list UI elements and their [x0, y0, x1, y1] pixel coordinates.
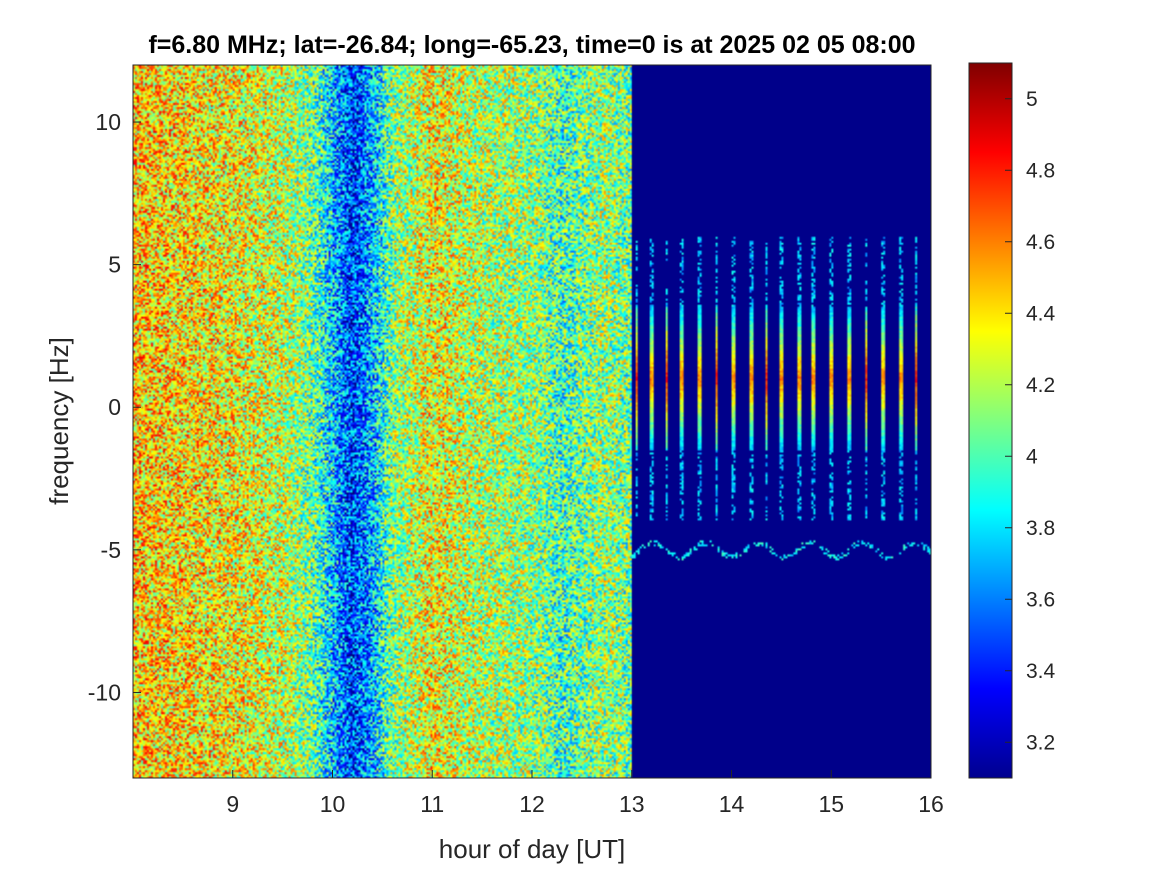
- y-tick-label: -5: [101, 537, 121, 563]
- x-tick-label: 16: [918, 791, 944, 817]
- colorbar-tick-label: 4.8: [1026, 159, 1055, 182]
- colorbar-tick-label: 3.4: [1026, 660, 1056, 683]
- colorbar: 3.2 3.4 3.6 3.8 4 4.2 4.4 4.6 4.8 5: [968, 62, 1056, 779]
- x-tick-label: 11: [420, 791, 444, 817]
- y-tick-label: -10: [88, 679, 121, 705]
- colorbar-tick-label: 3.6: [1026, 588, 1055, 611]
- x-tick-label: 15: [818, 791, 844, 817]
- colorbar-ticks: 3.2 3.4 3.6 3.8 4 4.2 4.4 4.6 4.8 5: [1005, 88, 1056, 754]
- spectrogram-image: [133, 65, 931, 778]
- y-tick-label: 5: [108, 252, 121, 278]
- colorbar-tick-label: 4.4: [1026, 302, 1056, 325]
- x-tick-label: 9: [226, 791, 239, 817]
- x-tick-label: 14: [719, 791, 745, 817]
- colorbar-tick-label: 4.6: [1026, 231, 1055, 254]
- y-axis: -10 -5 0 5 10: [88, 109, 141, 705]
- x-axis-label: hour of day [UT]: [439, 834, 625, 864]
- colorbar-frame: [968, 62, 1013, 779]
- colorbar-tick-label: 4: [1026, 445, 1038, 468]
- x-axis: 9 10 11 12 13 14 15 16: [226, 770, 944, 817]
- y-tick-label: 10: [95, 109, 121, 135]
- y-tick-label: 0: [108, 394, 121, 420]
- colorbar-tick-label: 5: [1026, 88, 1038, 111]
- spectrogram: [133, 65, 931, 778]
- colorbar-tick-label: 3.2: [1026, 731, 1055, 754]
- chart-title: f=6.80 MHz; lat=-26.84; long=-65.23, tim…: [148, 31, 915, 59]
- colorbar-tick-label: 3.8: [1026, 517, 1055, 540]
- colorbar-tick-label: 4.2: [1026, 374, 1055, 397]
- x-tick-label: 10: [320, 791, 346, 817]
- x-tick-label: 12: [519, 791, 545, 817]
- x-tick-label: 13: [619, 791, 645, 817]
- y-axis-label: frequency [Hz]: [44, 337, 74, 505]
- colorbar-gradient: [969, 63, 1012, 778]
